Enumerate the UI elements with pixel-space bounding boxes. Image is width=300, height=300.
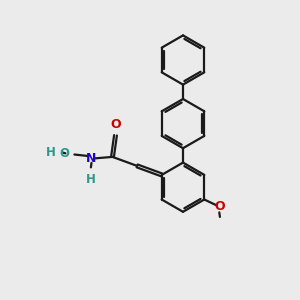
Text: N: N: [86, 152, 97, 165]
Text: O: O: [111, 118, 122, 131]
Text: O: O: [214, 200, 225, 214]
Text: O: O: [59, 147, 69, 160]
Text: H: H: [46, 146, 56, 159]
Text: H: H: [86, 173, 96, 186]
